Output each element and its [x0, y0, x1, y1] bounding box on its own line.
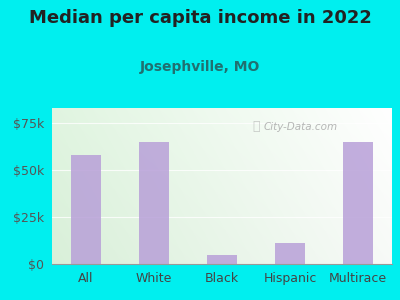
- Bar: [207, 255, 237, 264]
- Text: Josephville, MO: Josephville, MO: [140, 60, 260, 74]
- Text: 🔍: 🔍: [252, 120, 260, 133]
- Bar: [275, 243, 305, 264]
- Text: Median per capita income in 2022: Median per capita income in 2022: [28, 9, 372, 27]
- Bar: [343, 142, 373, 264]
- Bar: [139, 142, 169, 264]
- Text: City-Data.com: City-Data.com: [263, 122, 337, 132]
- Bar: [71, 155, 101, 264]
